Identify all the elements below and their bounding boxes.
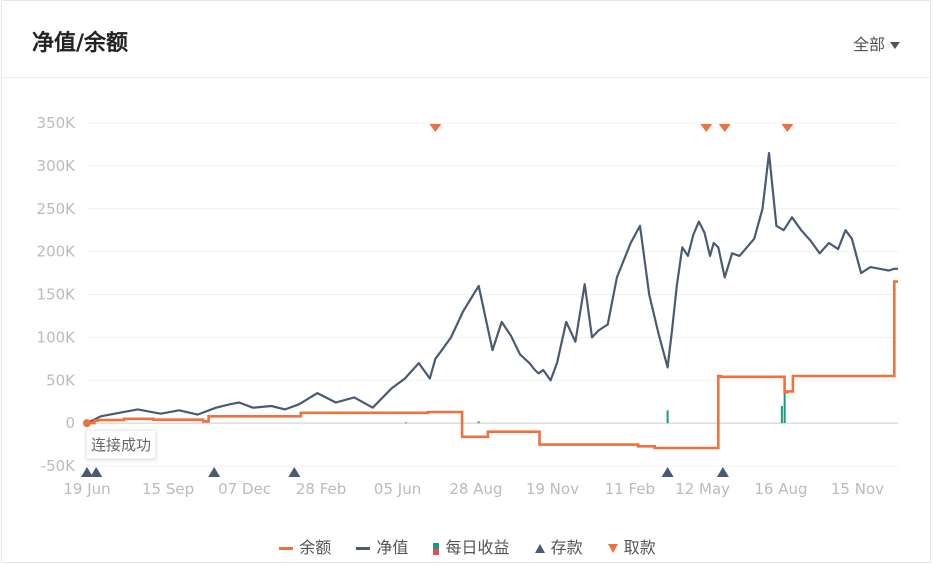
card-title: 净值/余额 <box>32 31 129 56</box>
legend-item-net-value[interactable]: 净值 <box>356 534 408 558</box>
x-tick-label: 07 Dec <box>218 480 271 498</box>
x-tick-label: 28 Aug <box>449 480 502 498</box>
card-header: 净值/余额 全部 <box>2 1 930 78</box>
x-tick-label: 16 Aug <box>754 480 807 498</box>
y-tick-label: -50K <box>41 457 76 475</box>
y-tick-label: 300K <box>37 157 77 175</box>
y-tick-label: 150K <box>37 286 77 304</box>
x-axis: 19 Jun 15 Sep 07 Dec 28 Feb 05 Jun 28 Aug 19 N… <box>63 480 884 498</box>
chart-legend: 余额 净值 每日收益 存款 取款 <box>0 534 935 558</box>
x-tick-label: 11 Feb <box>605 480 655 498</box>
net-value-line-swatch <box>356 547 371 550</box>
deposit-marker <box>288 467 301 477</box>
daily-gain-bar <box>477 421 480 424</box>
legend-label: 每日收益 <box>445 538 510 557</box>
legend-label: 取款 <box>623 538 656 557</box>
withdraw-marker <box>700 124 713 132</box>
chart-grid <box>87 122 898 467</box>
y-tick-label: 100K <box>37 328 77 346</box>
deposit-marker <box>90 467 103 477</box>
balance-start-point <box>83 419 91 428</box>
deposit-marker <box>716 467 729 477</box>
connection-tooltip: 连接成功 <box>86 430 157 459</box>
legend-item-daily-gain[interactable]: 每日收益 <box>433 534 510 558</box>
y-tick-label: 350K <box>37 114 77 132</box>
x-tick-label: 15 Nov <box>831 480 884 498</box>
withdraw-marker <box>718 124 731 132</box>
event-markers <box>81 124 794 477</box>
x-tick-label: 19 Jun <box>63 480 110 498</box>
legend-item-balance[interactable]: 余额 <box>279 534 331 558</box>
deposit-marker <box>661 467 674 477</box>
daily-gain-bar <box>666 410 669 424</box>
withdraw-marker <box>781 124 794 132</box>
range-filter-label: 全部 <box>852 35 885 54</box>
triangle-up-icon <box>534 544 545 553</box>
daily-gain-bar <box>780 405 783 424</box>
legend-item-deposit[interactable]: 存款 <box>534 534 583 558</box>
withdraw-marker <box>429 124 442 132</box>
x-tick-label: 28 Feb <box>296 480 346 498</box>
balance-line-swatch <box>279 547 294 550</box>
x-tick-label: 15 Sep <box>142 480 194 498</box>
y-tick-label: 200K <box>37 243 77 261</box>
chart-series <box>83 151 898 450</box>
balance-line <box>87 280 898 450</box>
daily-gain-bar <box>783 380 786 424</box>
x-tick-label: 05 Jun <box>374 480 421 498</box>
deposit-marker <box>208 467 221 477</box>
net-value-line <box>86 151 898 425</box>
legend-item-withdraw[interactable]: 取款 <box>607 534 656 558</box>
daily-gain-bar <box>404 422 407 424</box>
y-axis: -50K 0 50K 100K 150K 200K 250K 300K 350K <box>37 114 77 475</box>
triangle-down-icon <box>607 544 618 553</box>
legend-label: 净值 <box>376 538 409 557</box>
y-tick-label: 250K <box>37 200 77 218</box>
deposit-marker <box>81 467 93 477</box>
chevron-down-icon <box>890 42 900 49</box>
legend-label: 存款 <box>550 538 583 557</box>
bar-swatch <box>433 542 440 555</box>
daily-gain-bars <box>404 380 786 424</box>
y-tick-label: 0 <box>65 414 75 432</box>
x-tick-label: 19 Nov <box>526 480 579 498</box>
y-tick-label: 50K <box>46 371 76 389</box>
x-tick-label: 12 May <box>675 480 730 498</box>
range-filter-dropdown[interactable]: 全部 <box>853 31 900 55</box>
legend-label: 余额 <box>299 538 332 557</box>
